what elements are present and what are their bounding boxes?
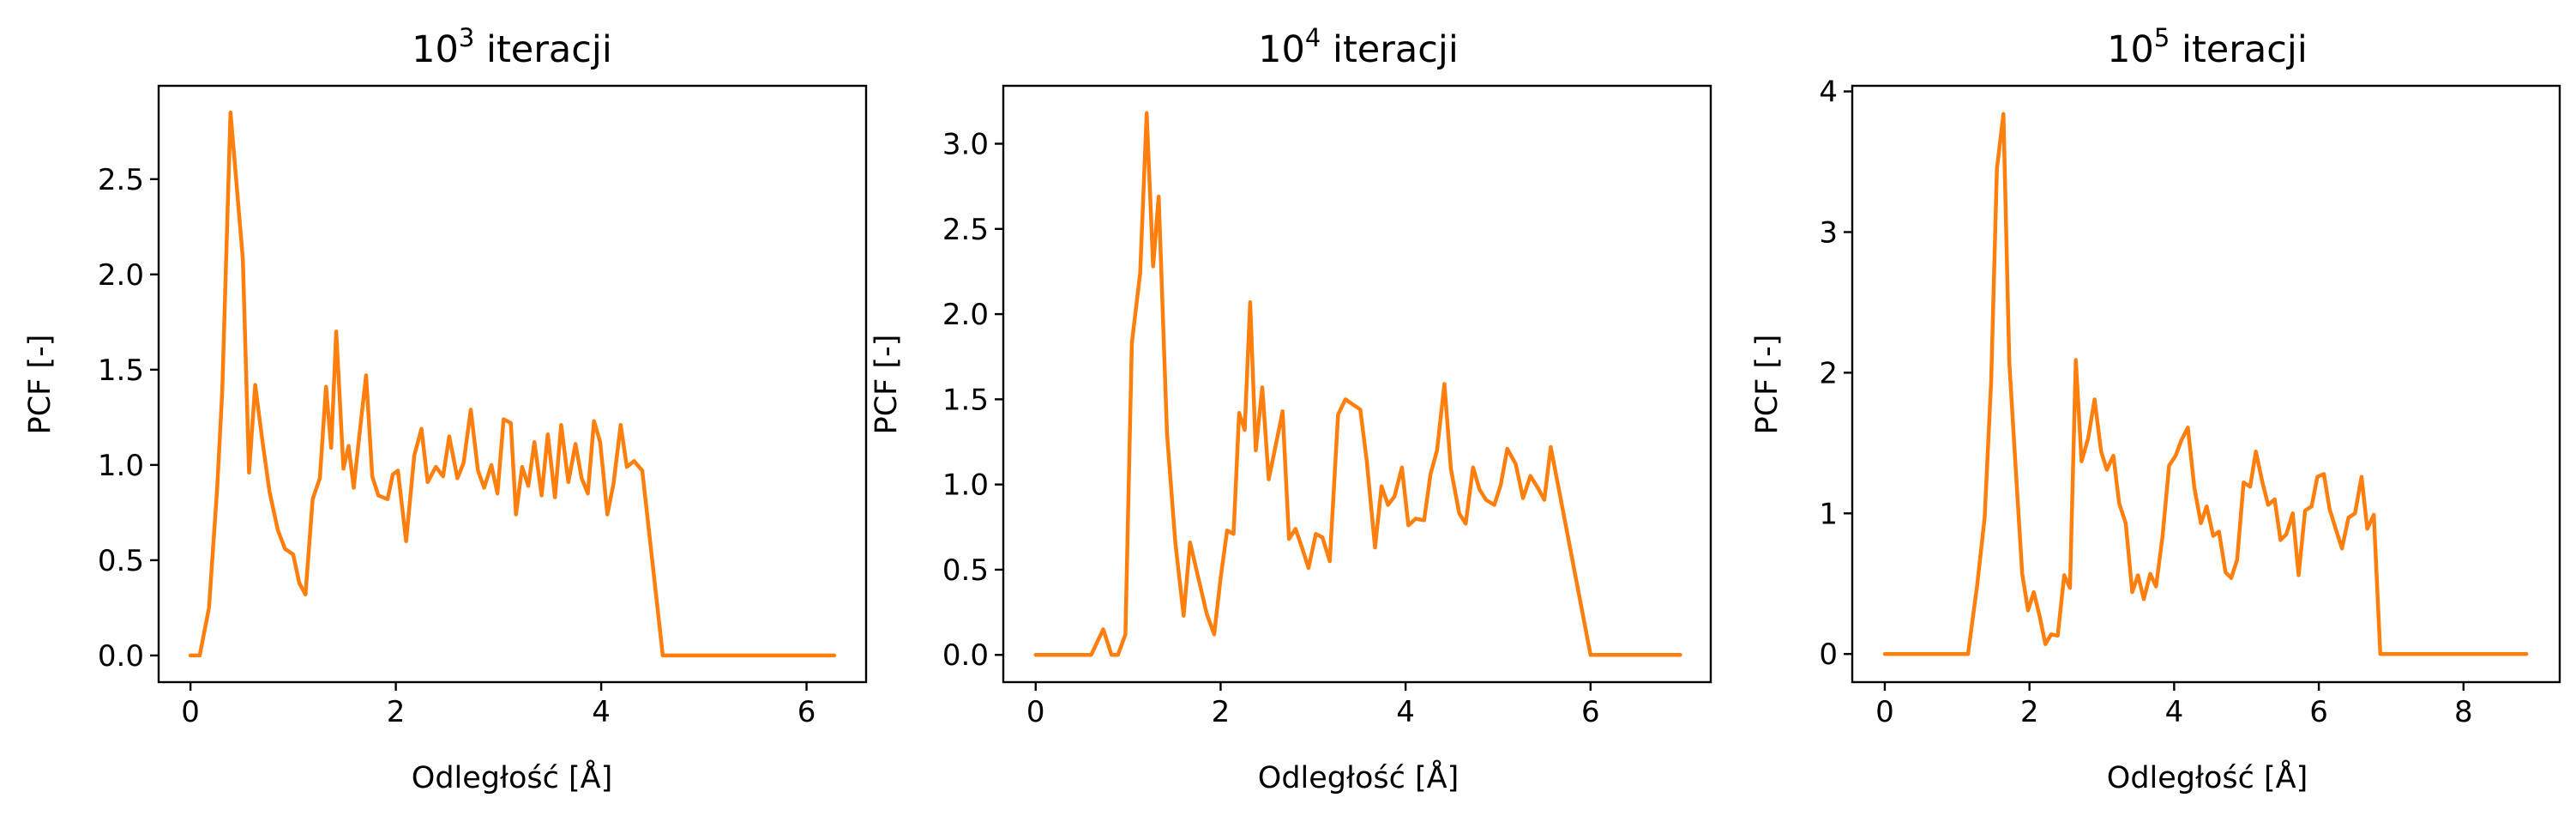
panel-2-y-tick-label: 3.0	[942, 128, 989, 162]
panel-2-x-tick-label: 4	[1396, 695, 1415, 729]
panel-1-y-tick-label: 0.0	[98, 639, 144, 674]
panel-1-axes-frame	[157, 84, 868, 684]
panel-3-title: 105 iteracji	[2107, 23, 2308, 71]
panel-2-y-tick-label: 0.0	[942, 638, 989, 673]
panel-1-y-axis-label: PCF [-]	[23, 335, 57, 435]
panel-1-x-axis-label: Odległość [Å]	[412, 758, 612, 795]
panel-3-y-tick-label: 4	[1819, 76, 1838, 110]
panel-1-plot-area: 0 2 4 6 0.0 0.5 1.0 1.5 2.0 2.5	[98, 84, 868, 729]
panel-1-x-tick-label: 0	[181, 695, 200, 729]
panel-2: 104 iteracji 0 2 4 6 0.0 0.5 1.0 1.5 2.0 2.5 3.0 O…	[870, 23, 1712, 795]
panel-3-y-tick-label: 3	[1819, 215, 1838, 250]
panel-3-series-1-line	[1882, 112, 2529, 656]
panel-3-x-tick-label: 8	[2454, 695, 2473, 729]
panel-2-axes-frame	[1002, 84, 1712, 684]
panel-3-x-tick-label: 2	[2020, 695, 2039, 729]
panel-2-y-tick-label: 1.0	[942, 468, 989, 503]
panel-3-plot-area: 0 2 4 6 8 0 1 2 3 4	[1819, 76, 2561, 729]
panel-3-x-tick-label: 4	[2165, 695, 2184, 729]
panel-1-x-tick-label: 4	[592, 695, 611, 729]
panel-2-title: 104 iteracji	[1258, 23, 1459, 71]
panel-3: 105 iteracji 0 2 4 6 8 0 1 2 3 4 Odległość [Å] PC…	[1750, 23, 2561, 795]
panel-2-y-tick-label: 2.5	[942, 213, 989, 247]
panel-1-y-tick-label: 2.0	[98, 258, 144, 293]
panel-1: 103 iteracji 0 2 4 6 0.0 0.5 1.0 1.5 2.0 2.5 Odle…	[23, 23, 868, 795]
panel-2-y-tick-label: 1.5	[942, 383, 989, 417]
panel-2-y-tick-label: 0.5	[942, 553, 989, 588]
panel-1-y-tick-label: 1.0	[98, 449, 144, 483]
panel-1-y-tick-label: 2.5	[98, 163, 144, 197]
panel-3-y-tick-label: 1	[1819, 497, 1838, 531]
panel-2-y-tick-label: 2.0	[942, 298, 989, 332]
panel-3-x-tick-label: 0	[1875, 695, 1894, 729]
panel-3-x-tick-label: 6	[2309, 695, 2328, 729]
panel-1-x-tick-label: 6	[797, 695, 816, 729]
panel-1-x-tick-label: 2	[387, 695, 406, 729]
panel-1-series-1-line	[188, 110, 837, 658]
panel-2-y-axis-label: PCF [-]	[870, 335, 904, 435]
panel-2-series-1-line	[1033, 111, 1682, 657]
panel-1-title: 103 iteracji	[412, 23, 612, 71]
panel-1-y-tick-label: 0.5	[98, 544, 144, 578]
panel-3-axes-frame	[1851, 84, 2561, 684]
panel-3-x-axis-label: Odległość [Å]	[2107, 758, 2308, 795]
panel-3-y-axis-label: PCF [-]	[1750, 335, 1785, 435]
panel-2-x-axis-label: Odległość [Å]	[1258, 758, 1459, 795]
panel-3-y-tick-label: 2	[1819, 356, 1838, 390]
panel-2-plot-area: 0 2 4 6 0.0 0.5 1.0 1.5 2.0 2.5 3.0	[942, 84, 1712, 729]
panel-2-x-tick-label: 0	[1026, 695, 1045, 729]
panel-3-y-tick-label: 0	[1819, 638, 1838, 672]
panel-1-y-tick-label: 1.5	[98, 354, 144, 388]
panel-2-x-tick-label: 6	[1581, 695, 1600, 729]
panel-2-x-tick-label: 2	[1212, 695, 1231, 729]
